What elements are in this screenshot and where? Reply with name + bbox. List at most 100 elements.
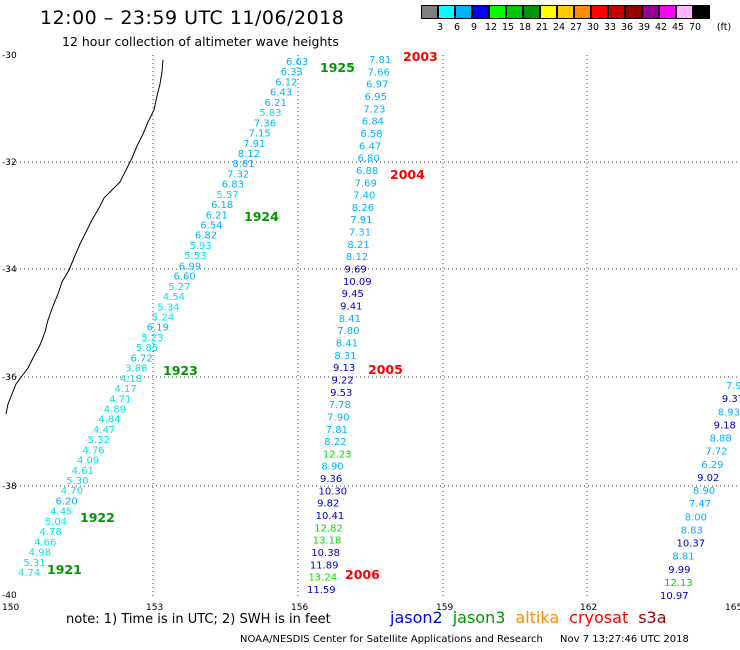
wave-value: 4.61 (72, 466, 94, 477)
wave-value: 7.91 (243, 139, 265, 150)
chart-title: 12:00 – 23:59 UTC 11/06/2018 (40, 7, 345, 29)
wave-value: 7.32 (227, 169, 249, 180)
wave-value: 7.80 (337, 326, 359, 337)
legend-altika: altika (515, 608, 560, 627)
color-scale-label: 36 (620, 22, 634, 33)
wave-value: 10.30 (319, 486, 348, 497)
color-scale-unit: (ft) (716, 22, 732, 33)
lat-label: -34 (2, 265, 17, 275)
wave-value: 4.76 (82, 445, 104, 456)
color-swatch (608, 5, 625, 19)
wave-value: 9.45 (342, 289, 364, 300)
wave-value: 4.18 (120, 374, 142, 385)
color-scale-label: 15 (501, 22, 515, 33)
wave-value: 8.31 (334, 351, 356, 362)
wave-value: 4.09 (77, 456, 99, 467)
color-scale-label: 45 (671, 22, 685, 33)
wave-value: 6.21 (265, 98, 287, 109)
color-swatch (659, 5, 676, 19)
wave-value: 9.02 (697, 473, 719, 484)
wave-value: 6.95 (365, 92, 387, 103)
color-swatch (506, 5, 523, 19)
color-scale-labels: 3 6 9 12 15 18 21 24 27 30 33 36 39 42 45 70 (ft) (421, 19, 740, 35)
wave-value: 6.20 (56, 496, 78, 507)
wave-value: 6.12 (275, 77, 297, 88)
wave-value: 6.63 (286, 57, 308, 68)
wave-value: 7.81 (369, 55, 391, 66)
wave-value: 4.70 (61, 486, 83, 497)
wave-value: 6.80 (357, 154, 379, 165)
color-scale-label: 12 (484, 22, 498, 33)
wave-value: 13.24 (308, 573, 337, 584)
color-scale-label: 42 (654, 22, 668, 33)
wave-value: 7.72 (705, 447, 727, 458)
wave-value: 9.36 (320, 474, 342, 485)
color-scale-legend: 3 6 9 12 15 18 21 24 27 30 33 36 39 42 45 70 (ft) (421, 5, 740, 35)
wave-value: 6.82 (195, 231, 217, 242)
wave-value: 5.57 (216, 190, 238, 201)
wave-value: 10.97 (660, 591, 689, 602)
wave-value: 6.84 (362, 117, 384, 128)
wave-value: 7.81 (326, 425, 348, 436)
wave-value: 6.47 (359, 141, 381, 152)
pass-time-label: 1924 (244, 209, 279, 224)
wave-value: 9.69 (344, 265, 366, 276)
wave-value: 4.78 (39, 527, 61, 538)
pass-time-label: 2003 (403, 49, 438, 64)
wave-value: 9.53 (330, 388, 352, 399)
color-scale-label: 30 (586, 22, 600, 33)
wave-value: 5.23 (141, 333, 163, 344)
wave-value: 6.33 (281, 67, 303, 78)
wave-value: 4.71 (109, 394, 131, 405)
legend-s3a: s3a (638, 608, 667, 627)
wave-value: 7.69 (355, 178, 377, 189)
wave-value: 6.18 (211, 200, 233, 211)
wave-value: 7.31 (349, 228, 371, 239)
wave-value: 5.53 (184, 251, 206, 262)
wave-value: 8.88 (710, 434, 732, 445)
lon-label: 156 (291, 603, 308, 613)
wave-value: 9.37 (722, 394, 740, 405)
lon-label: 150 (2, 603, 19, 613)
wave-value: 6.58 (360, 129, 382, 140)
wave-value: 9.22 (332, 375, 354, 386)
wave-value: 8.00 (685, 512, 707, 523)
color-scale-label: 3 (436, 22, 444, 33)
wave-value: 6.97 (366, 80, 388, 91)
wave-value: 12.13 (664, 578, 693, 589)
wave-value: 8.83 (681, 525, 703, 536)
wave-value: 8.21 (347, 240, 369, 251)
color-swatch (642, 5, 659, 19)
color-scale-label: 70 (688, 22, 702, 33)
color-swatch (676, 5, 693, 19)
wave-value: 3.88 (125, 364, 147, 375)
wave-value: 5.93 (190, 241, 212, 252)
wave-value: 7.15 (248, 129, 270, 140)
wave-value: 9.18 (714, 420, 736, 431)
lat-label: -30 (2, 51, 17, 61)
wave-value: 7.78 (329, 400, 351, 411)
color-swatch (455, 5, 472, 19)
footnote: note: 1) Time is in UTC; 2) SWH is in fe… (66, 612, 331, 627)
lat-label: -32 (2, 158, 17, 168)
color-scale-label: 39 (637, 22, 651, 33)
lon-label: 165 (725, 603, 740, 613)
wave-value: 4.54 (163, 292, 185, 303)
legend-jason3: jason3 (452, 608, 506, 627)
wave-value: 6.83 (222, 180, 244, 191)
wave-value: 8.93 (718, 407, 740, 418)
wave-value: 6.60 (173, 272, 195, 283)
color-swatch (625, 5, 642, 19)
pass-time-label: 1925 (320, 60, 355, 75)
pass-time-label: 2004 (390, 167, 425, 182)
wave-value: 12.23 (323, 449, 352, 460)
wave-value: 4.17 (114, 384, 136, 395)
wave-value: 10.09 (343, 277, 372, 288)
wave-value: 5.24 (152, 313, 174, 324)
color-swatch (523, 5, 540, 19)
wave-value: 9.13 (333, 363, 355, 374)
wave-value: 8.41 (339, 314, 361, 325)
wave-value: 8.22 (324, 437, 346, 448)
wave-value: 4.45 (50, 507, 72, 518)
color-scale-swatches (421, 5, 740, 19)
